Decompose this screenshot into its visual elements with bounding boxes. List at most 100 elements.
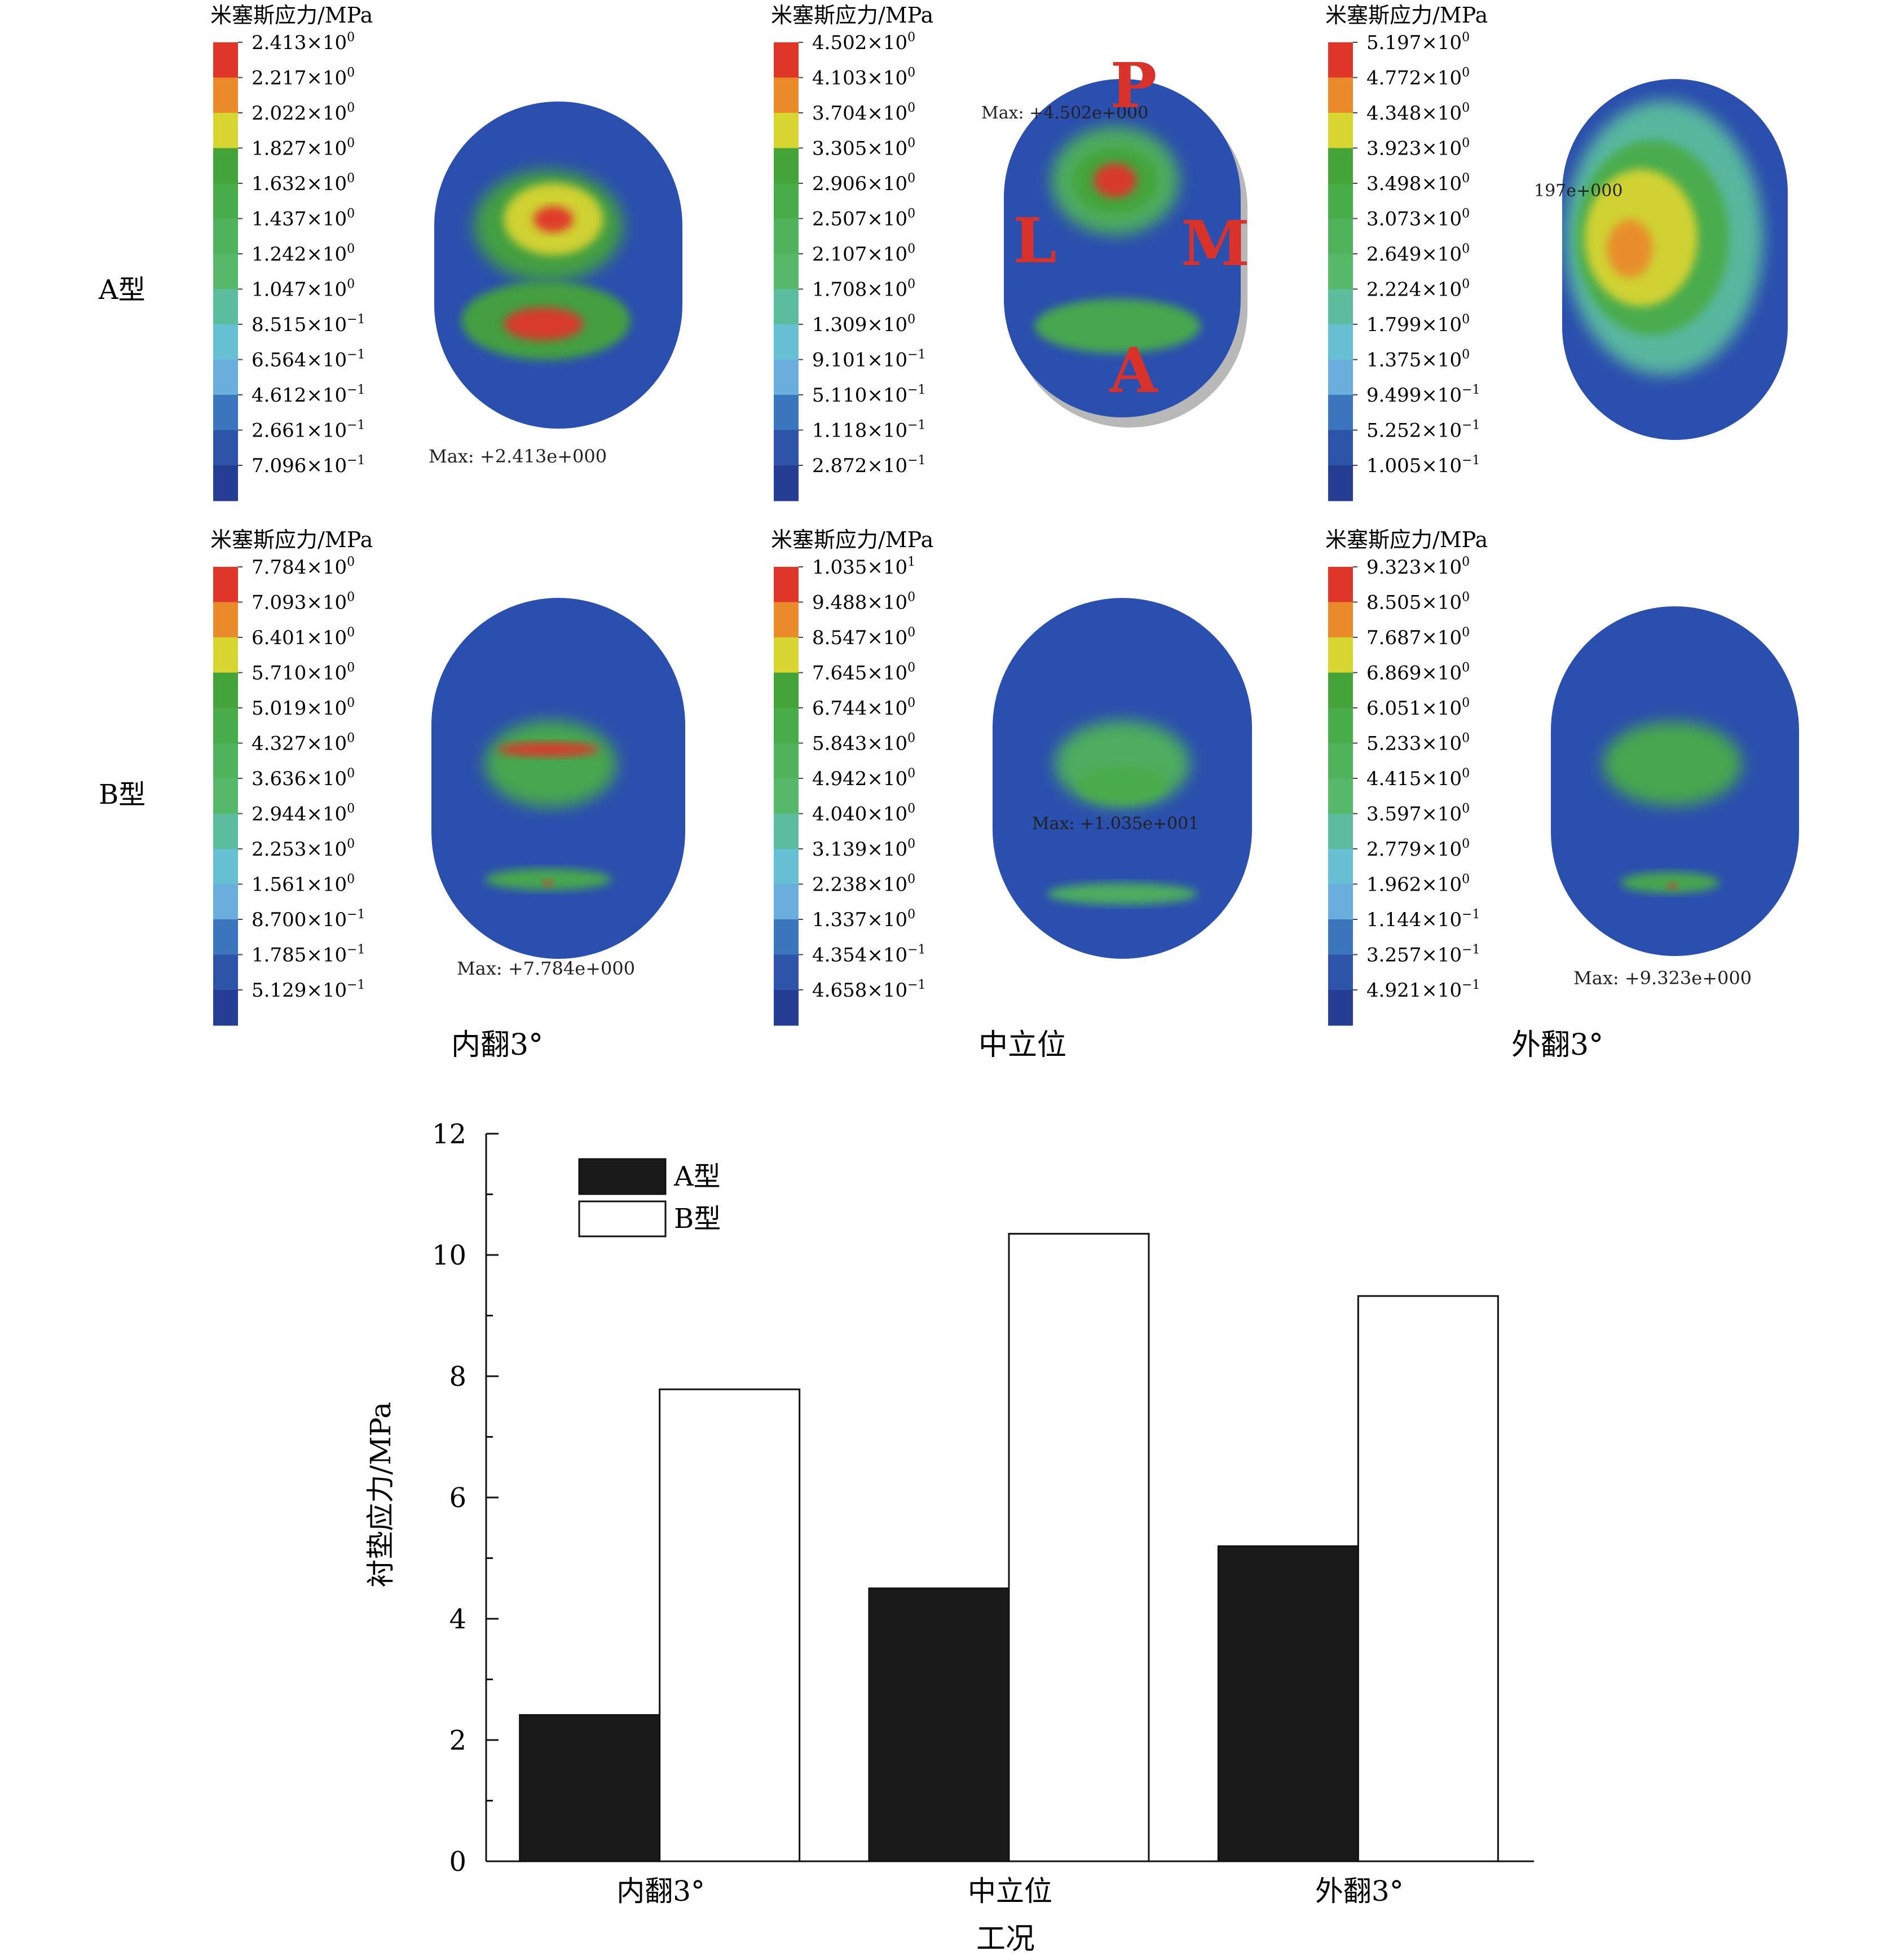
colorbar-swatch	[1328, 289, 1353, 325]
colorbar-tick-label: 2.649×100	[1366, 242, 1470, 266]
stress-contours	[1603, 721, 1742, 893]
colorbar-tick-label: 4.942×100	[812, 767, 915, 790]
colorbar-swatch	[774, 884, 799, 920]
max-stress-annotation: Max: +2.413e+000	[429, 446, 607, 467]
stress-contours	[484, 720, 617, 891]
stress-contour-region	[1078, 767, 1167, 804]
colorbar-swatch	[1328, 430, 1353, 466]
y-tick-label: 8	[449, 1361, 466, 1393]
colorbar-tick-label: 2.661×10−1	[252, 419, 365, 442]
colorbar-tick-label: 5.110×10−1	[812, 383, 926, 407]
colorbar-swatch	[1328, 813, 1353, 849]
colorbar-swatch	[213, 778, 238, 814]
colorbar-tick-label: 3.498×100	[1366, 171, 1470, 195]
colorbar-swatch	[774, 743, 799, 779]
colorbar-tick-label: 7.093×100	[252, 591, 355, 614]
y-tick-label: 0	[449, 1846, 466, 1878]
max-stress-annotation: 197e+000	[1534, 181, 1623, 201]
colorbar-swatch	[774, 183, 799, 219]
colorbar-tick-label: 3.073×100	[1366, 207, 1470, 231]
bar-a	[868, 1587, 1010, 1862]
colorbar-swatch	[1328, 919, 1353, 955]
colorbar-tick-label: 6.051×100	[1366, 696, 1470, 720]
colorbar-swatch	[213, 395, 238, 431]
colorbar-tick-label: 3.257×10−1	[1366, 943, 1480, 967]
bar-b	[1008, 1232, 1150, 1862]
colorbar-swatch	[774, 324, 799, 360]
colorbar-swatch	[774, 849, 799, 885]
colorbar-tick-label: 1.337×100	[812, 908, 915, 931]
colorbar-swatch	[213, 465, 238, 501]
max-stress-annotation: Max: +7.784e+000	[457, 958, 635, 979]
colorbar-swatch	[1328, 637, 1353, 673]
colorbar-swatch	[1328, 990, 1353, 1026]
x-tick-label: 内翻3°	[616, 1875, 705, 1908]
colorbar-tick-label: 1.047×100	[252, 278, 355, 301]
bar-b	[1357, 1295, 1499, 1862]
legend-swatch	[578, 1200, 667, 1237]
colorbar-tick-label: 2.944×100	[252, 802, 355, 826]
colorbar-tick-label: 5.252×10−1	[1366, 419, 1480, 442]
stress-contours	[1047, 720, 1198, 905]
colorbar-tick-label: 5.233×100	[1366, 732, 1470, 755]
colorbar-swatch	[774, 254, 799, 290]
colorbar-tick-label: 1.632×100	[252, 171, 355, 195]
stress-contours	[461, 170, 631, 360]
colorbar-tick-label: 1.035×101	[812, 555, 915, 579]
colorbar-tick-label: 9.499×10−1	[1366, 383, 1480, 407]
column-label-neutral: 中立位	[978, 1028, 1066, 1062]
colorbar-swatch	[774, 289, 799, 325]
colorbar-tick-label: 4.415×100	[1366, 767, 1470, 790]
colorbar-swatch	[213, 884, 238, 920]
colorbar-swatch	[213, 708, 238, 744]
colorbar-swatch	[1328, 567, 1353, 603]
colorbar-tick-label: 1.309×100	[812, 312, 915, 336]
colorbar-swatch	[213, 254, 238, 290]
y-tick-label: 6	[449, 1482, 466, 1514]
colorbar-swatch	[774, 919, 799, 955]
legend-title: 米塞斯应力/MPa	[210, 527, 373, 552]
stress-contour-region	[497, 742, 599, 757]
colorbar-swatch	[774, 567, 799, 603]
colorbar-swatch	[1328, 602, 1353, 638]
x-axis-label: 工况	[976, 1922, 1035, 1956]
colorbar-swatch	[774, 602, 799, 638]
colorbar-swatch	[1328, 113, 1353, 149]
colorbar-tick-label: 6.869×100	[1366, 661, 1470, 685]
colorbar-swatch	[213, 743, 238, 779]
colorbar-tick-label: 9.488×100	[812, 591, 915, 614]
chart-axes: 0 2 4 6 8 10 12	[432, 1118, 1534, 1878]
stress-contour-region	[1667, 882, 1678, 890]
colorbar-swatch	[1328, 778, 1353, 814]
legend-title: 米塞斯应力/MPa	[1325, 3, 1488, 28]
colorbar-swatch	[213, 42, 238, 78]
legend-entry-label: A型	[673, 1161, 721, 1192]
colorbar-tick-label: 3.305×100	[812, 136, 915, 160]
colorbar-tick-label: 1.375×100	[1366, 348, 1470, 372]
colorbar-swatch	[213, 289, 238, 325]
colorbar-tick-label: 2.253×100	[252, 837, 355, 861]
colorbar-tick-label: 4.772×100	[1366, 66, 1470, 90]
colorbar-swatch	[774, 465, 799, 501]
colorbar-tick-label: 4.921×10−1	[1366, 978, 1480, 1002]
colorbar-tick-label: 2.906×100	[812, 171, 915, 195]
colorbar-swatch	[774, 990, 799, 1026]
colorbar-swatch	[1328, 954, 1353, 990]
stress-contour-region	[1094, 164, 1137, 197]
colorbar-swatch	[213, 77, 238, 113]
liner-stress-bar-chart: 0 2 4 6 8 10 12 内翻3° 中立位 外翻3° A型 B型 衬垫应力/MPa 工况	[364, 1118, 1534, 1956]
orientation-label: L	[1013, 204, 1056, 277]
colorbar-tick-label: 3.704×100	[812, 101, 915, 125]
stress-contour-region	[1047, 883, 1198, 905]
legend-swatch	[578, 1158, 667, 1195]
colorbar-tick-label: 3.597×100	[1366, 802, 1470, 826]
colorbar-swatch	[774, 113, 799, 149]
orientation-label: A	[1109, 334, 1158, 407]
colorbar-tick-label: 1.437×100	[252, 207, 355, 231]
colorbar-tick-label: 6.401×100	[252, 626, 355, 649]
colorbar-tick-label: 4.040×100	[812, 802, 915, 826]
colorbar-swatch	[213, 672, 238, 708]
colorbar-swatch	[1328, 672, 1353, 708]
colorbar-tick-label: 5.019×100	[252, 696, 355, 720]
